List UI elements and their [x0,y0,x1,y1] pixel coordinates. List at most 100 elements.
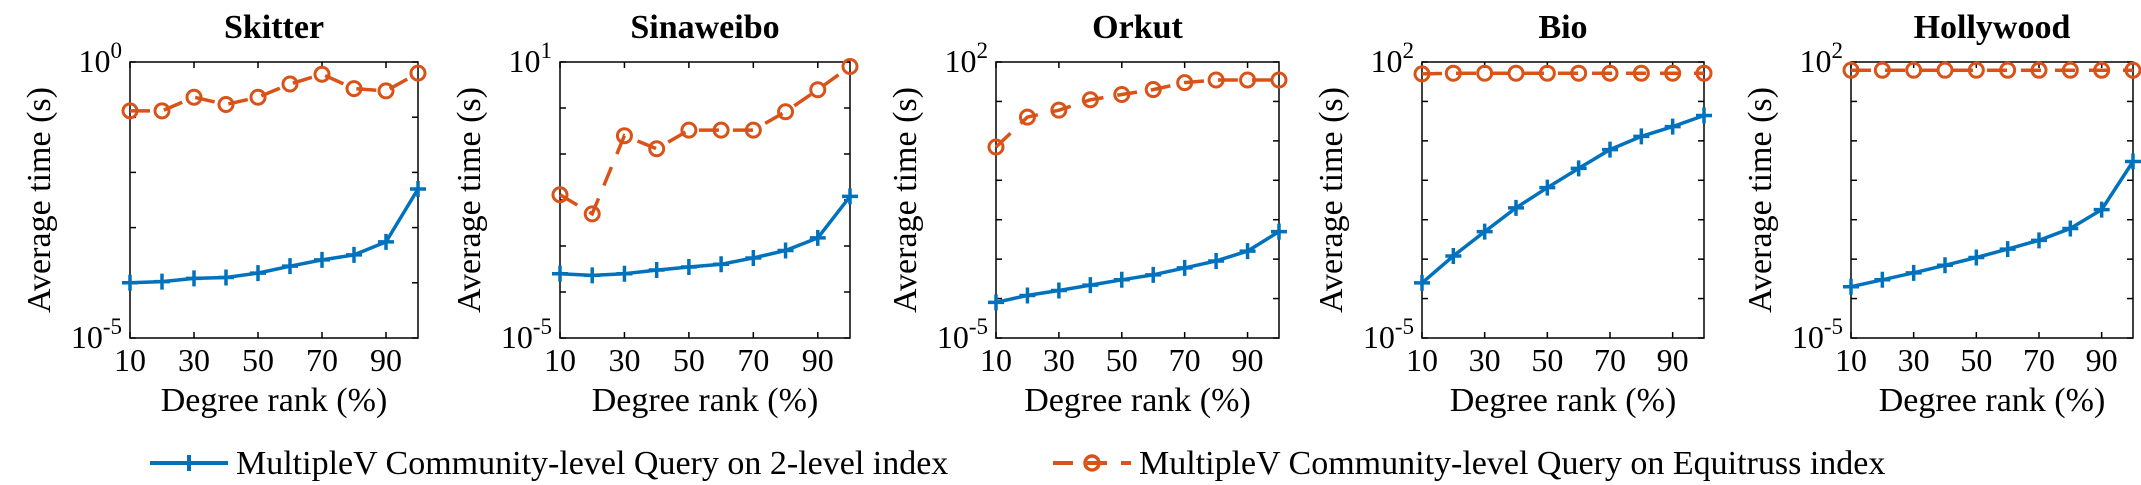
y-tick-base: 10 [501,319,533,355]
data-point-2level [745,249,762,266]
y-tick-base: 10 [79,43,111,79]
y-tick-label: 10-5 [1792,314,1843,355]
y-tick-base: 10 [945,43,977,79]
y-axis-label: Average time (s) [887,87,924,313]
x-tick-label: 30 [1469,342,1501,378]
x-tick-label: 90 [1232,342,1264,378]
x-tick-label: 30 [1043,342,1075,378]
y-tick-label: 10-5 [501,314,552,355]
x-tick-label: 10 [544,342,576,378]
y-tick-label: 100 [79,38,123,79]
data-point-2level [1082,277,1099,294]
data-point-equitruss [409,64,427,82]
data-point-equitruss [185,88,203,106]
data-point-2level [584,267,601,284]
panel-title: Sinaweibo [630,9,779,46]
legend-marker-equitruss [1083,454,1101,472]
y-tick-exponent: -5 [1824,314,1843,339]
y-tick-exponent: -5 [103,314,122,339]
series-line-2level [995,230,1280,305]
data-point-2level [1414,274,1430,291]
data-point-equitruss [1413,65,1431,83]
data-point-2level [1145,266,1162,283]
x-axis-label: Degree rank (%) [1450,382,1677,419]
x-axis-label: Degree rank (%) [1879,382,2106,419]
y-tick-exponent: 2 [1403,38,1415,63]
x-tick-label: 50 [242,342,274,378]
y-tick-base: 10 [1363,319,1395,355]
y-tick-exponent: -5 [533,314,552,339]
data-point-equitruss [249,88,267,106]
x-tick-label: 30 [608,342,640,378]
data-point-2level [1208,252,1225,269]
data-point-2level [1508,199,1524,216]
data-point-2level [410,181,426,198]
data-point-2level [378,233,394,250]
panel-title: Orkut [1092,9,1183,46]
data-point-equitruss [313,65,331,83]
data-point-equitruss [153,102,171,120]
x-tick-label: 70 [737,342,769,378]
data-point-2level [282,258,298,275]
y-tick-label: 101 [509,38,553,79]
data-point-equitruss [777,103,795,121]
y-tick-exponent: -5 [969,314,988,339]
plot-frame [129,61,419,339]
data-point-2level [2031,232,2047,249]
data-point-equitruss [680,121,698,139]
y-tick-base: 10 [1371,43,1403,79]
x-tick-label: 50 [1531,342,1563,378]
data-point-equitruss [583,205,601,223]
data-point-equitruss [648,140,666,158]
y-tick-label: 102 [945,38,989,79]
data-point-equitruss [841,57,859,75]
data-point-equitruss [987,138,1005,156]
data-point-equitruss [1507,64,1525,82]
plot-frame [995,61,1280,339]
data-point-2level [346,246,362,263]
data-point-equitruss [1999,61,2017,79]
data-point-equitruss [1936,61,1954,79]
data-point-2level [1445,248,1462,265]
data-point-2level [218,269,234,286]
data-point-equitruss [1905,61,1923,79]
data-point-2level [1696,107,1712,124]
data-point-2level [616,265,633,282]
panel-title: Bio [1538,9,1587,46]
y-axis-label: Average time (s) [1742,87,1779,313]
data-point-2level [1905,264,1922,281]
panel-title: Hollywood [1914,9,2071,46]
y-tick-exponent: 2 [977,38,989,63]
y-tick-exponent: -5 [1395,314,1414,339]
data-point-equitruss [712,121,730,139]
data-point-2level [186,270,202,287]
data-point-equitruss [1601,64,1619,82]
data-point-2level [1176,259,1193,276]
legend-marker-2level [181,455,197,471]
data-point-equitruss [1239,71,1257,89]
plot-frame [1850,61,2134,339]
x-axis-label: Degree rank (%) [592,382,819,419]
x-tick-label: 10 [1406,342,1438,378]
y-tick-exponent: 1 [541,38,553,63]
x-tick-label: 50 [1960,342,1992,378]
panel-title: Skitter [224,9,324,46]
x-tick-label: 70 [1594,342,1626,378]
data-point-equitruss [615,127,633,145]
data-point-2level [809,229,826,246]
legend-entry-equitruss: MultipleV Community-level Query on Equit… [1053,445,1885,482]
series-line-2level [559,195,852,278]
y-tick-label: 10-5 [937,314,988,355]
data-point-2level [1570,160,1587,177]
y-tick-label: 10-5 [1363,314,1414,355]
data-point-2level [1999,241,2016,258]
y-axis-label: Average time (s) [1313,87,1350,313]
data-point-2level [250,265,266,282]
x-axis-label: Degree rank (%) [161,382,388,419]
series-line-equitruss [1421,71,1704,76]
data-point-equitruss [809,81,827,99]
x-tick-label: 30 [1898,342,1930,378]
